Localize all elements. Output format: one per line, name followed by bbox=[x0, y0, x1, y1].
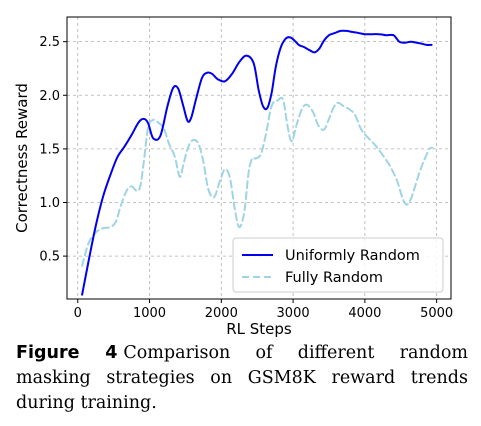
series-line-fully-random bbox=[81, 96, 434, 267]
x-tick-label: 5000 bbox=[420, 306, 453, 321]
x-tick-label: 2000 bbox=[205, 306, 238, 321]
series-layer bbox=[81, 29, 434, 296]
legend: Uniformly Random Fully Random bbox=[232, 237, 444, 293]
legend-label-fully-random: Fully Random bbox=[285, 270, 383, 286]
y-tick-label: 0.5 bbox=[39, 250, 60, 265]
x-tick-label: 1000 bbox=[133, 306, 166, 321]
x-axis-label: RL Steps bbox=[226, 320, 292, 338]
series-line-uniformly-random bbox=[81, 29, 433, 296]
legend-box bbox=[232, 237, 444, 293]
y-tick-label: 1.0 bbox=[39, 196, 60, 211]
figure-caption: Figure 4 Comparison of different random m… bbox=[16, 341, 468, 416]
line-chart: 0 1000 2000 3000 4000 5000 0.5 1.0 1.5 2.0 2.5 RL … bbox=[13, 16, 453, 338]
y-tick-label: 2.0 bbox=[39, 89, 60, 104]
ticks: 0 1000 2000 3000 4000 5000 0.5 1.0 1.5 2.0 2.5 bbox=[39, 35, 453, 321]
x-tick-label: 4000 bbox=[348, 306, 381, 321]
x-tick-label: 0 bbox=[74, 306, 82, 321]
legend-label-uniformly-random: Uniformly Random bbox=[285, 248, 420, 264]
y-tick-label: 1.5 bbox=[39, 142, 60, 157]
y-axis-label: Correctness Reward bbox=[13, 83, 31, 233]
figure-label: Figure 4 bbox=[16, 343, 118, 363]
plot-frame bbox=[66, 16, 452, 300]
y-tick-label: 2.5 bbox=[39, 35, 60, 50]
x-tick-label: 3000 bbox=[277, 306, 310, 321]
caption-text: Comparison of different random masking s… bbox=[16, 343, 468, 413]
